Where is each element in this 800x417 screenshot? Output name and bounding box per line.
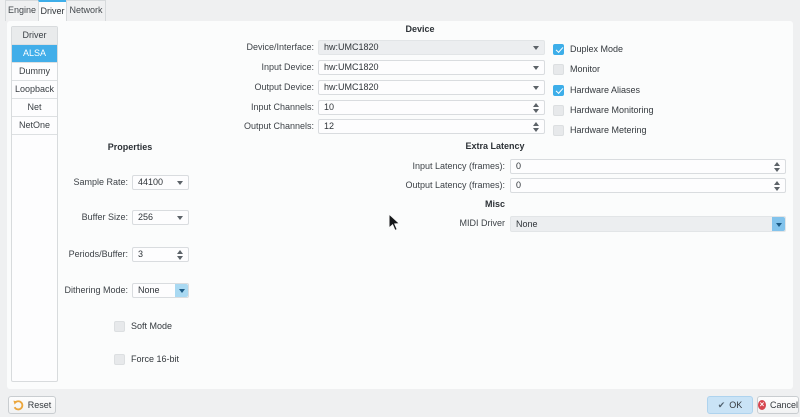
ok-button[interactable]: ✔ OK bbox=[707, 396, 753, 414]
chevron-down-icon bbox=[533, 86, 539, 90]
output-device-label: Output Device: bbox=[254, 82, 314, 92]
spinner-arrows-icon[interactable] bbox=[177, 250, 183, 260]
sample-rate-value: 44100 bbox=[138, 177, 164, 187]
device-interface-label: Device/Interface: bbox=[246, 42, 314, 52]
checkbox-box[interactable] bbox=[553, 104, 564, 116]
driver-list-item-dummy[interactable]: Dummy bbox=[12, 63, 57, 81]
checkbox-box[interactable] bbox=[553, 124, 564, 136]
device-group-title: Device bbox=[405, 24, 435, 34]
output-device-combobox[interactable]: hw:UMC1820 bbox=[318, 80, 545, 95]
reset-undo-icon bbox=[13, 399, 23, 410]
output-channels-value: 12 bbox=[324, 121, 335, 131]
hardware-aliases-checkbox[interactable]: Hardware Aliases bbox=[553, 84, 640, 96]
device-interface-combobox[interactable]: hw:UMC1820 bbox=[318, 40, 545, 55]
output-latency-label: Output Latency (frames): bbox=[405, 180, 505, 190]
chevron-down-icon bbox=[533, 46, 539, 50]
reset-button[interactable]: Reset bbox=[8, 396, 56, 414]
spinner-arrows-icon[interactable] bbox=[774, 162, 780, 172]
hardware-monitoring-label: Hardware Monitoring bbox=[570, 105, 654, 115]
driver-list-item-loopback[interactable]: Loopback bbox=[12, 81, 57, 99]
chevron-down-icon bbox=[177, 181, 183, 185]
input-device-value: hw:UMC1820 bbox=[324, 62, 379, 72]
checkbox-box[interactable] bbox=[553, 43, 564, 55]
midi-driver-label: MIDI Driver bbox=[459, 218, 506, 228]
device-interface-value: hw:UMC1820 bbox=[324, 42, 379, 52]
chevron-down-icon bbox=[179, 289, 185, 293]
driver-list-item-alsa[interactable]: ALSA bbox=[12, 45, 57, 63]
check-icon bbox=[555, 85, 564, 94]
chevron-down-icon bbox=[533, 66, 539, 70]
check-icon bbox=[555, 44, 564, 53]
dithering-mode-combobox[interactable]: None bbox=[132, 283, 189, 298]
spinner-arrows-icon[interactable] bbox=[533, 103, 539, 113]
output-latency-value: 0 bbox=[516, 180, 522, 190]
checkbox-box[interactable] bbox=[553, 84, 564, 96]
periods-buffer-label: Periods/Buffer: bbox=[68, 249, 128, 259]
force-16bit-checkbox[interactable]: Force 16-bit bbox=[114, 353, 179, 365]
monitor-checkbox[interactable]: Monitor bbox=[553, 63, 600, 75]
midi-driver-value: None bbox=[516, 219, 538, 229]
monitor-label: Monitor bbox=[570, 64, 601, 74]
tab-engine[interactable]: Engine bbox=[5, 0, 39, 21]
chevron-down-icon bbox=[177, 216, 183, 220]
sample-rate-combobox[interactable]: 44100 bbox=[132, 175, 189, 190]
chevron-down-icon bbox=[776, 223, 782, 227]
soft-mode-checkbox[interactable]: Soft Mode bbox=[114, 320, 172, 332]
output-latency-spinbox[interactable]: 0 bbox=[510, 178, 786, 193]
spinner-arrows-icon[interactable] bbox=[774, 181, 780, 191]
dithering-mode-value: None bbox=[138, 285, 160, 295]
spinner-arrows-icon[interactable] bbox=[533, 122, 539, 132]
checkbox-box[interactable] bbox=[114, 320, 125, 332]
input-device-combobox[interactable]: hw:UMC1820 bbox=[318, 60, 545, 75]
buffer-size-combobox[interactable]: 256 bbox=[132, 210, 189, 225]
output-device-value: hw:UMC1820 bbox=[324, 82, 379, 92]
input-channels-value: 10 bbox=[324, 102, 335, 112]
force-16bit-label: Force 16-bit bbox=[131, 354, 180, 364]
hardware-aliases-label: Hardware Aliases bbox=[570, 85, 641, 95]
checkbox-box[interactable] bbox=[553, 63, 564, 75]
tab-network[interactable]: Network bbox=[66, 0, 106, 21]
hardware-monitoring-checkbox[interactable]: Hardware Monitoring bbox=[553, 104, 654, 116]
buffer-size-label: Buffer Size: bbox=[81, 212, 128, 222]
reset-button-label: Reset bbox=[27, 400, 52, 410]
duplex-mode-label: Duplex Mode bbox=[570, 44, 624, 54]
combobox-arrow-button[interactable] bbox=[175, 284, 188, 297]
periods-buffer-value: 3 bbox=[138, 249, 144, 259]
driver-list-item-netone[interactable]: NetOne bbox=[12, 117, 57, 135]
tab-driver[interactable]: Driver bbox=[38, 0, 67, 22]
ok-button-label: OK bbox=[729, 400, 743, 410]
driver-settings-pane: Driver ALSA Dummy Loopback Net NetOne De… bbox=[7, 21, 793, 389]
output-channels-spinbox[interactable]: 12 bbox=[318, 119, 545, 134]
input-latency-label: Input Latency (frames): bbox=[412, 161, 505, 171]
cancel-button[interactable]: × Cancel bbox=[757, 396, 799, 414]
input-latency-spinbox[interactable]: 0 bbox=[510, 159, 786, 174]
driver-list-item-net[interactable]: Net bbox=[12, 99, 57, 117]
sample-rate-label: Sample Rate: bbox=[73, 177, 128, 187]
periods-buffer-spinbox[interactable]: 3 bbox=[132, 247, 189, 262]
driver-list: Driver ALSA Dummy Loopback Net NetOne bbox=[11, 26, 58, 382]
midi-driver-combobox[interactable]: None bbox=[510, 216, 786, 232]
properties-group-title: Properties bbox=[107, 142, 153, 152]
buffer-size-value: 256 bbox=[138, 212, 154, 222]
misc-group-title: Misc bbox=[484, 199, 505, 209]
check-icon: ✔ bbox=[717, 399, 726, 410]
duplex-mode-checkbox[interactable]: Duplex Mode bbox=[553, 43, 623, 55]
cancel-icon: × bbox=[758, 400, 766, 410]
output-channels-label: Output Channels: bbox=[243, 121, 314, 131]
dithering-mode-label: Dithering Mode: bbox=[64, 285, 128, 295]
input-device-label: Input Device: bbox=[261, 62, 314, 72]
checkbox-box[interactable] bbox=[114, 353, 125, 365]
cancel-button-label: Cancel bbox=[769, 400, 798, 410]
driver-list-header: Driver bbox=[12, 27, 57, 45]
hardware-metering-label: Hardware Metering bbox=[570, 125, 647, 135]
input-channels-label: Input Channels: bbox=[250, 102, 314, 112]
soft-mode-label: Soft Mode bbox=[131, 321, 173, 331]
mouse-cursor bbox=[388, 213, 401, 232]
input-latency-value: 0 bbox=[516, 161, 522, 171]
input-channels-spinbox[interactable]: 10 bbox=[318, 100, 545, 115]
combobox-arrow-button[interactable] bbox=[772, 217, 785, 231]
hardware-metering-checkbox[interactable]: Hardware Metering bbox=[553, 124, 647, 136]
extra-latency-group-title: Extra Latency bbox=[465, 141, 525, 151]
